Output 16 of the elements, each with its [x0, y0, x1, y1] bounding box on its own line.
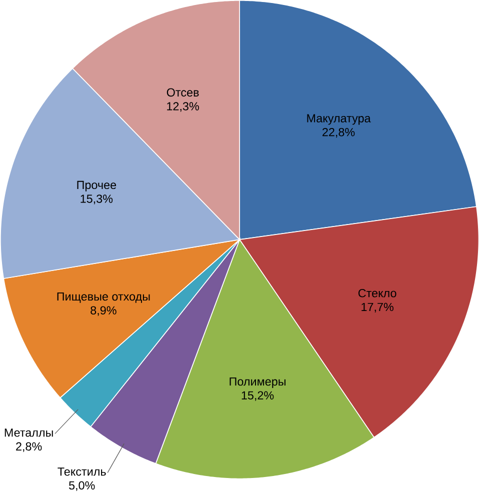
slice-label: Прочее — [77, 180, 116, 192]
data-label: 2,8% — [16, 442, 42, 452]
slice-label: Пищевые отходы — [57, 292, 150, 303]
data-label: 8,9% — [90, 306, 116, 316]
slice-label: Полимеры — [230, 378, 286, 388]
data-label: 5,0% — [68, 481, 95, 491]
slice-label: Отсев — [166, 88, 199, 97]
data-label: 12,3% — [167, 102, 199, 112]
data-label: 22,8% — [322, 128, 355, 138]
data-label: 17,7% — [362, 302, 394, 312]
slice-label: Стекло — [358, 288, 396, 298]
data-label: 15,2% — [242, 391, 274, 401]
slice-label: Текстиль — [58, 468, 106, 476]
slice-label: Макулатура — [307, 114, 371, 125]
slice-label: Металлы — [4, 428, 53, 437]
data-label: 15,3% — [80, 194, 113, 204]
